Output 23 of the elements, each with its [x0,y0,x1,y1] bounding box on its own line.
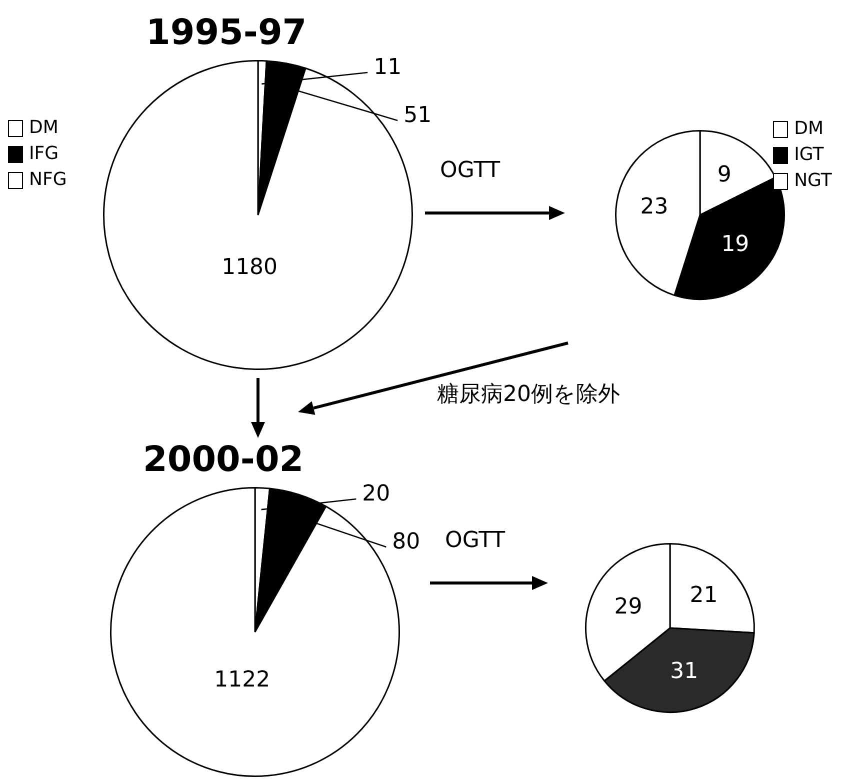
text: 糖尿病20例を除外 [437,382,620,407]
legend-label: DM [793,117,824,141]
data-label: 21 [690,582,718,608]
text: OGTT [440,158,500,183]
data-label: 23 [640,194,668,220]
data-label: 19 [721,232,750,257]
data-label: 31 [670,658,698,684]
chart-title: 1995-97 [146,13,307,53]
data-label: 1122 [214,668,270,693]
legend-label: DM [28,116,60,140]
legend-label: IGT [793,143,825,167]
data-label: 80 [392,530,420,555]
legend-label: IFG [28,142,60,166]
data-label: 1180 [222,255,278,280]
text: OGTT [445,528,506,553]
data-label: 11 [374,55,402,80]
legend-label: NFG [28,168,67,192]
data-label: 20 [362,482,390,507]
legend-label: NGT [793,169,832,193]
data-label: 29 [614,594,642,620]
data-label: 51 [404,103,432,128]
chart-title: 2000-02 [143,440,304,480]
data-label: 9 [717,162,732,188]
